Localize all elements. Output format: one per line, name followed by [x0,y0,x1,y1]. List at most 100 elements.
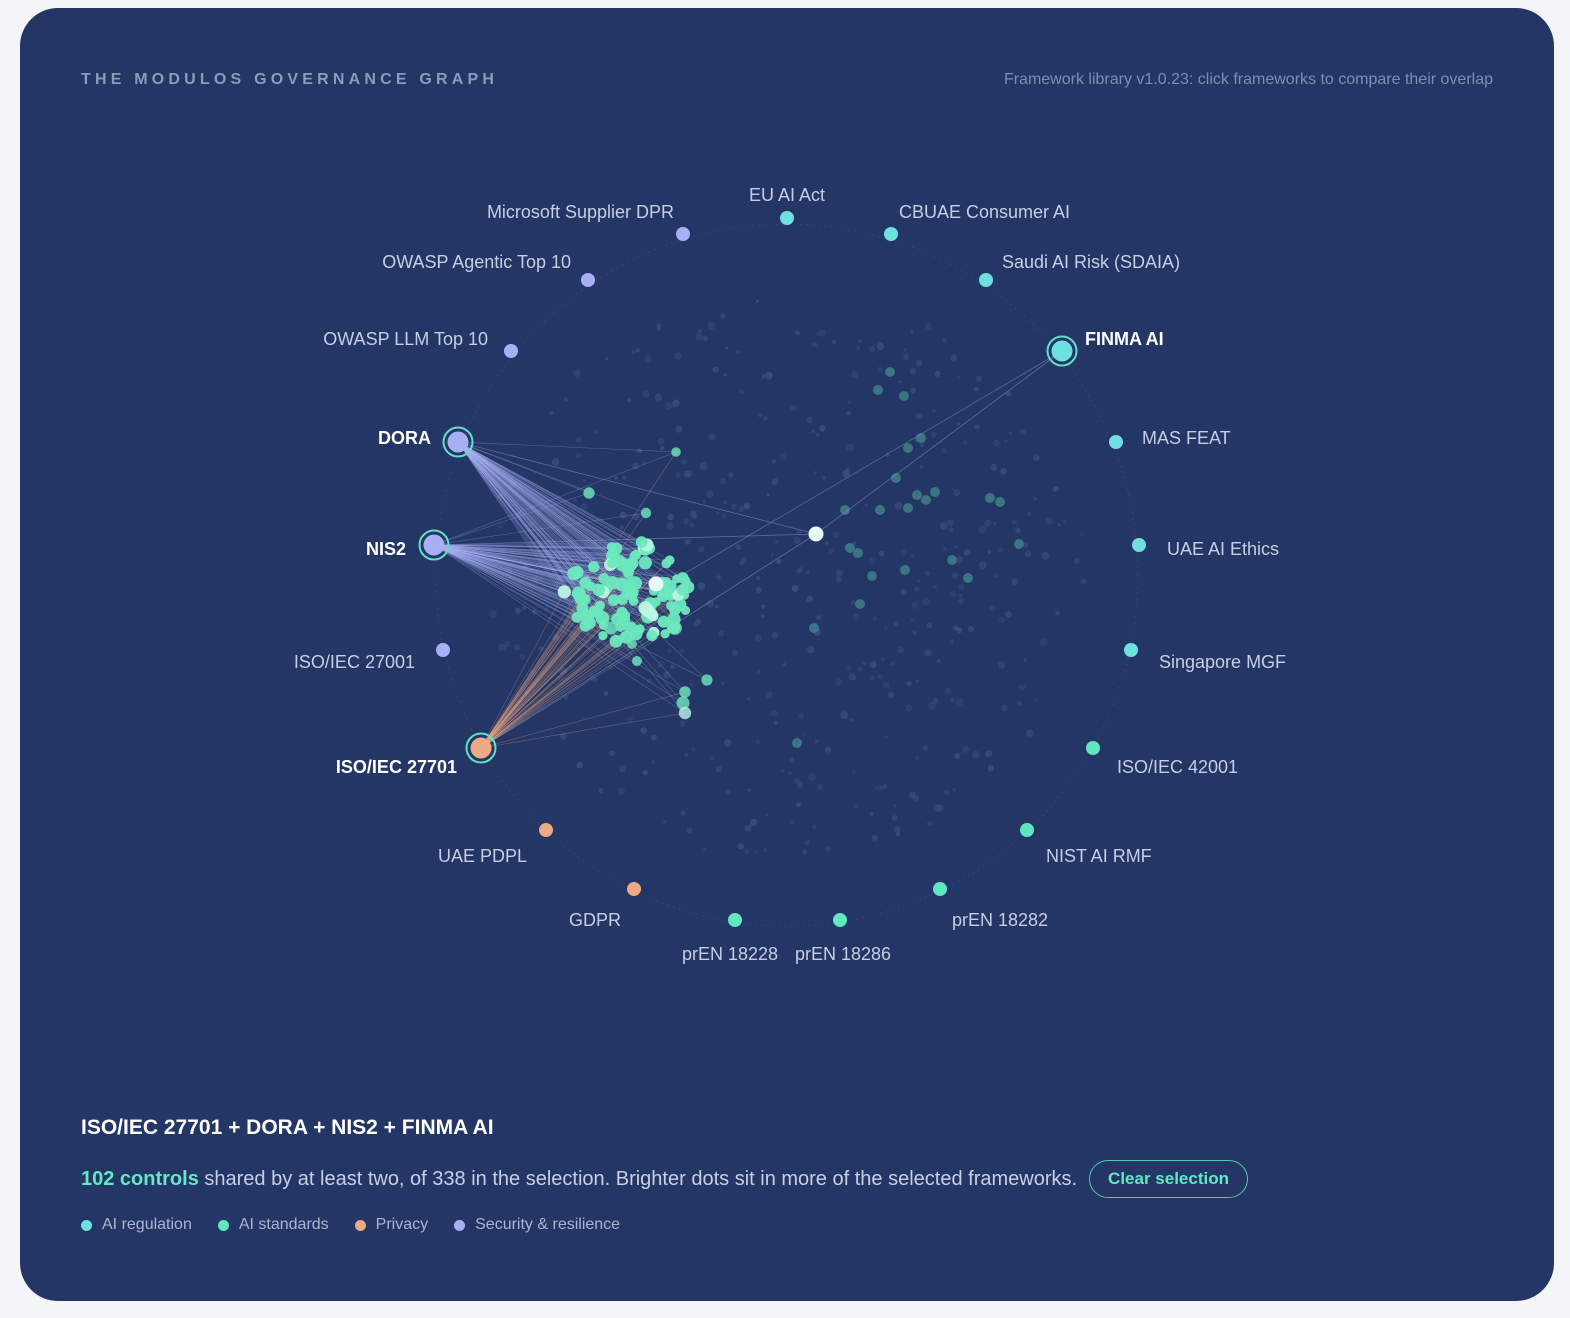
shared-control-dot[interactable] [663,579,677,594]
shared-control-dot[interactable] [681,580,695,594]
framework-label[interactable]: Saudi AI Risk (SDAIA) [1002,252,1180,272]
shared-control-dot[interactable] [576,602,589,615]
framework-node-gdpr[interactable]: GDPR [569,882,641,930]
shared-control-dot[interactable] [567,567,581,581]
framework-node-iso-27001[interactable]: ISO/IEC 27001 [294,643,450,672]
shared-control-dot[interactable] [646,630,658,642]
framework-label[interactable]: DORA [378,428,431,448]
shared-control-dot[interactable] [632,656,642,666]
shared-control-dot[interactable] [640,507,652,519]
shared-control-dot[interactable] [571,611,583,623]
shared-control-dot[interactable] [592,583,605,597]
shared-control-dot[interactable] [588,561,600,573]
framework-label[interactable]: OWASP LLM Top 10 [323,329,488,349]
framework-label[interactable]: MAS FEAT [1142,428,1231,448]
shared-control-dot[interactable] [585,581,595,592]
shared-control-dot[interactable] [608,594,620,606]
shared-control-dot[interactable] [678,706,692,720]
framework-node-dora[interactable]: DORA [378,426,474,458]
shared-control-dot[interactable] [579,593,591,606]
governance-graph[interactable]: EU AI Act CBUAE Consumer AI Saudi AI Risk … [20,8,1554,1098]
clear-selection-button[interactable]: Clear selection [1089,1160,1248,1198]
framework-node-nis2[interactable]: NIS2 [366,529,450,561]
framework-node-pren-18286[interactable]: prEN 18286 [795,913,891,964]
shared-control-dot[interactable] [627,639,637,649]
framework-node-cbuae-consumer-ai[interactable]: CBUAE Consumer AI [884,202,1070,241]
framework-node-microsoft-dpr[interactable]: Microsoft Supplier DPR [487,202,690,241]
shared-control-dot[interactable] [676,696,690,710]
shared-control-dot[interactable] [680,605,691,616]
framework-label[interactable]: NIS2 [366,539,406,559]
framework-label[interactable]: prEN 18286 [795,944,891,964]
shared-control-dot[interactable] [598,631,608,641]
framework-label[interactable]: prEN 18282 [952,910,1048,930]
shared-control-dot[interactable] [657,590,669,602]
framework-label[interactable]: GDPR [569,910,621,930]
shared-control-dot[interactable] [661,558,672,569]
legend-item-ai-standards[interactable]: AI standards [217,1216,329,1234]
shared-control-dot[interactable] [647,610,659,622]
shared-control-dot[interactable] [629,588,639,598]
framework-node-owasp-llm[interactable]: OWASP LLM Top 10 [323,329,518,358]
framework-label[interactable]: ISO/IEC 27701 [336,757,457,777]
shared-control-dot[interactable] [606,576,620,590]
shared-control-dot[interactable] [604,621,618,635]
shared-control-dot[interactable] [669,603,681,616]
framework-label[interactable]: ISO/IEC 42001 [1117,757,1238,777]
framework-label[interactable]: UAE PDPL [438,846,527,866]
shared-control-dot[interactable] [651,597,661,607]
shared-control-dot[interactable] [638,556,652,570]
shared-control-dot[interactable] [629,551,640,561]
shared-control-dot[interactable] [657,615,670,628]
framework-node-iso-42001[interactable]: ISO/IEC 42001 [1086,741,1238,777]
framework-node-nist-ai-rmf[interactable]: NIST AI RMF [1020,823,1152,866]
shared-control-dot[interactable] [660,629,670,639]
control-dot-faint [1025,550,1032,558]
overlap-edge [433,544,614,565]
framework-node-eu-ai-act[interactable]: EU AI Act [749,185,825,225]
shared-control-dot[interactable] [620,611,631,621]
shared-control-dot[interactable] [635,536,648,548]
legend-item-privacy[interactable]: Privacy [354,1216,428,1234]
framework-label[interactable]: Microsoft Supplier DPR [487,202,674,222]
framework-label[interactable]: UAE AI Ethics [1167,539,1279,559]
framework-node-pren-18228[interactable]: prEN 18228 [682,913,778,964]
framework-node-mas-feat[interactable]: MAS FEAT [1109,428,1231,449]
shared-control-dot[interactable] [628,576,643,591]
shared-control-dot[interactable] [679,686,691,698]
framework-node-uae-ai-ethics[interactable]: UAE AI Ethics [1132,538,1279,559]
shared-control-dot[interactable] [557,585,571,599]
shared-control-dot[interactable] [628,596,639,606]
framework-node-pren-18282[interactable]: prEN 18282 [933,882,1048,930]
legend-item-ai-regulation[interactable]: AI regulation [81,1216,192,1234]
framework-node-iso-27701[interactable]: ISO/IEC 27701 [336,732,497,777]
framework-node-singapore-mgf[interactable]: Singapore MGF [1124,643,1286,672]
shared-control-dot-all[interactable] [648,576,664,592]
framework-label[interactable]: prEN 18228 [682,944,778,964]
shared-control-dot[interactable] [591,606,604,619]
framework-label[interactable]: OWASP Agentic Top 10 [382,252,571,272]
framework-label[interactable]: EU AI Act [749,185,825,205]
framework-label[interactable]: ISO/IEC 27001 [294,652,415,672]
shared-control-dot[interactable] [616,593,628,605]
framework-label[interactable]: Singapore MGF [1159,652,1286,672]
shared-control-dot-all[interactable] [808,526,824,542]
shared-control-dot[interactable] [677,572,689,584]
framework-node-saudi-ai-risk[interactable]: Saudi AI Risk (SDAIA) [979,252,1180,287]
framework-node-uae-pdpl[interactable]: UAE PDPL [438,823,553,866]
shared-control-dot[interactable] [668,621,682,635]
legend-item-security[interactable]: Security & resilience [454,1216,620,1234]
shared-control-dot[interactable] [609,634,623,648]
shared-control-dot[interactable] [622,564,635,577]
shared-control-dot[interactable] [583,487,595,499]
framework-node-owasp-agentic[interactable]: OWASP Agentic Top 10 [382,252,595,287]
framework-label[interactable]: CBUAE Consumer AI [899,202,1070,222]
framework-node-finma-ai[interactable]: FINMA AI [1046,329,1164,367]
framework-label[interactable]: FINMA AI [1085,329,1164,349]
shared-control-dot[interactable] [671,447,681,457]
shared-control-dot[interactable] [579,619,592,632]
overlap-edge [457,441,582,599]
shared-control-dot[interactable] [701,674,713,686]
framework-label[interactable]: NIST AI RMF [1046,846,1152,866]
shared-control-dot[interactable] [607,558,617,569]
